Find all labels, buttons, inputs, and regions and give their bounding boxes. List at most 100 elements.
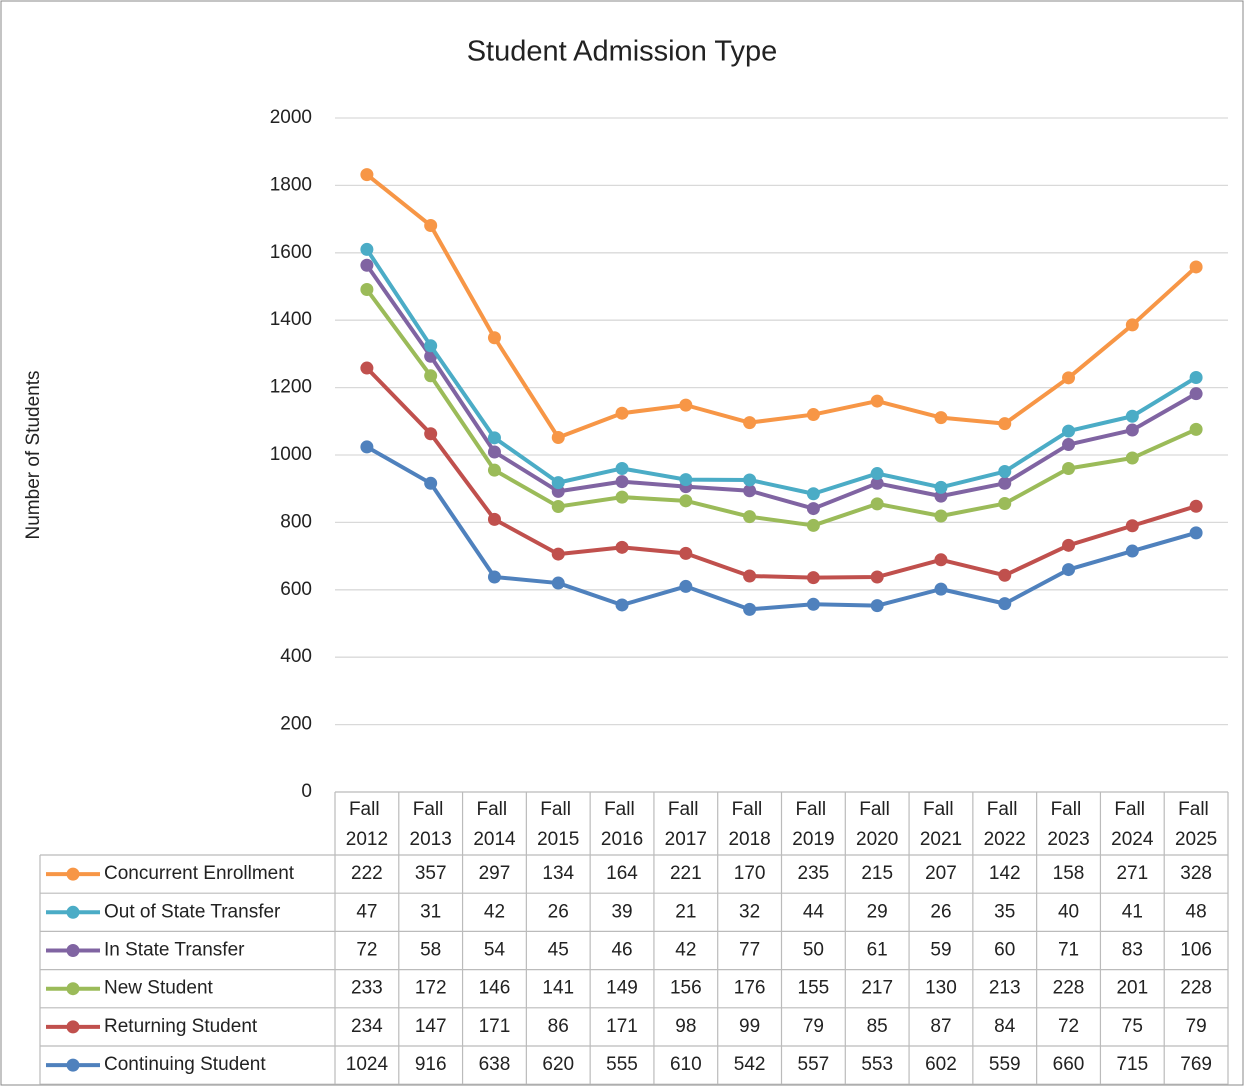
series-line bbox=[365, 445, 1197, 612]
x-tick-label: Fall 2013 bbox=[410, 799, 452, 850]
table-value: 134 bbox=[542, 863, 574, 884]
data-point bbox=[934, 509, 948, 523]
y-tick-label: 800 bbox=[280, 511, 312, 532]
data-point bbox=[424, 427, 438, 441]
series-line bbox=[365, 366, 1197, 580]
table-value: 149 bbox=[606, 978, 638, 999]
data-point bbox=[743, 416, 757, 430]
table-value: 201 bbox=[1116, 978, 1148, 999]
table-value: 171 bbox=[606, 1016, 638, 1037]
table-value: 217 bbox=[861, 978, 893, 999]
table-value: 31 bbox=[420, 901, 441, 922]
table-value: 44 bbox=[803, 901, 825, 922]
data-point bbox=[998, 568, 1012, 582]
table-value: 75 bbox=[1122, 1016, 1143, 1037]
data-point bbox=[806, 487, 820, 501]
legend-label: Concurrent Enrollment bbox=[104, 863, 295, 884]
data-point bbox=[615, 461, 629, 475]
data-point bbox=[1062, 424, 1076, 438]
x-tick-label: Fall 2012 bbox=[346, 799, 388, 850]
data-point bbox=[424, 476, 438, 490]
data-point bbox=[1125, 409, 1139, 423]
data-point bbox=[1062, 563, 1076, 577]
data-point bbox=[1125, 544, 1139, 558]
table-value: 557 bbox=[798, 1054, 830, 1075]
table-value: 41 bbox=[1122, 901, 1143, 922]
y-tick-label: 1800 bbox=[270, 174, 312, 195]
legend-marker bbox=[66, 982, 80, 996]
data-point bbox=[424, 219, 438, 233]
data-point bbox=[998, 476, 1012, 490]
data-point bbox=[934, 582, 948, 596]
table-value: 164 bbox=[606, 863, 638, 884]
table-value: 553 bbox=[861, 1054, 893, 1075]
data-point bbox=[360, 242, 374, 256]
data-point bbox=[1189, 499, 1203, 513]
table-value: 48 bbox=[1186, 901, 1207, 922]
table-value: 228 bbox=[1053, 978, 1085, 999]
legend-marker bbox=[66, 867, 80, 881]
table-value: 47 bbox=[356, 901, 377, 922]
data-point bbox=[679, 494, 693, 508]
table-value: 155 bbox=[798, 978, 830, 999]
table-value: 39 bbox=[611, 901, 632, 922]
data-point bbox=[806, 408, 820, 422]
table-value: 542 bbox=[734, 1054, 766, 1075]
data-point bbox=[615, 475, 629, 489]
data-point bbox=[870, 599, 884, 613]
data-point bbox=[679, 398, 693, 412]
x-tick-label: Fall 2023 bbox=[1047, 799, 1089, 850]
legend-label: New Student bbox=[104, 978, 214, 999]
data-point bbox=[551, 430, 565, 444]
table-value: 50 bbox=[803, 940, 824, 961]
table-value: 42 bbox=[484, 901, 505, 922]
data-point bbox=[870, 476, 884, 490]
table-value: 98 bbox=[675, 1016, 696, 1037]
data-point bbox=[487, 431, 501, 445]
table-value: 228 bbox=[1180, 978, 1212, 999]
data-point bbox=[998, 465, 1012, 479]
data-point bbox=[1189, 370, 1203, 384]
table-value: 715 bbox=[1116, 1054, 1148, 1075]
y-tick-label: 0 bbox=[301, 781, 312, 802]
table-value: 79 bbox=[803, 1016, 824, 1037]
table-value: 29 bbox=[867, 901, 888, 922]
legend-marker bbox=[66, 1020, 80, 1034]
x-tick-label: Fall 2016 bbox=[601, 799, 643, 850]
table-value: 215 bbox=[861, 863, 893, 884]
y-tick-label: 600 bbox=[280, 579, 312, 600]
series-line bbox=[365, 288, 1197, 528]
table-value: 158 bbox=[1053, 863, 1085, 884]
table-value: 170 bbox=[734, 863, 766, 884]
data-point bbox=[1062, 461, 1076, 475]
table-value: 79 bbox=[1186, 1016, 1207, 1037]
data-point bbox=[1189, 422, 1203, 436]
table-value: 26 bbox=[930, 901, 951, 922]
table-value: 40 bbox=[1058, 901, 1079, 922]
data-point bbox=[870, 570, 884, 584]
table-value: 233 bbox=[351, 978, 383, 999]
table-value: 83 bbox=[1122, 940, 1143, 961]
x-tick-label: Fall 2018 bbox=[728, 799, 770, 850]
table-value: 84 bbox=[994, 1016, 1016, 1037]
x-tick-label: Fall 2014 bbox=[473, 799, 516, 850]
table-value: 85 bbox=[867, 1016, 888, 1037]
y-tick-label: 200 bbox=[280, 714, 312, 735]
table-value: 58 bbox=[420, 940, 441, 961]
table-value: 141 bbox=[542, 978, 574, 999]
table-value: 72 bbox=[356, 940, 377, 961]
y-tick-label: 1400 bbox=[270, 309, 312, 330]
table-value: 213 bbox=[989, 978, 1021, 999]
data-point bbox=[487, 463, 501, 477]
legend-label: Returning Student bbox=[104, 1016, 258, 1037]
data-point bbox=[743, 602, 757, 616]
table-value: 106 bbox=[1180, 940, 1212, 961]
table-value: 77 bbox=[739, 940, 760, 961]
table-value: 620 bbox=[542, 1054, 574, 1075]
legend-label: In State Transfer bbox=[104, 940, 245, 961]
table-value: 559 bbox=[989, 1054, 1021, 1075]
legend-marker bbox=[66, 944, 80, 957]
legend-marker bbox=[66, 1058, 80, 1072]
data-point bbox=[615, 598, 629, 612]
data-point bbox=[679, 473, 693, 487]
